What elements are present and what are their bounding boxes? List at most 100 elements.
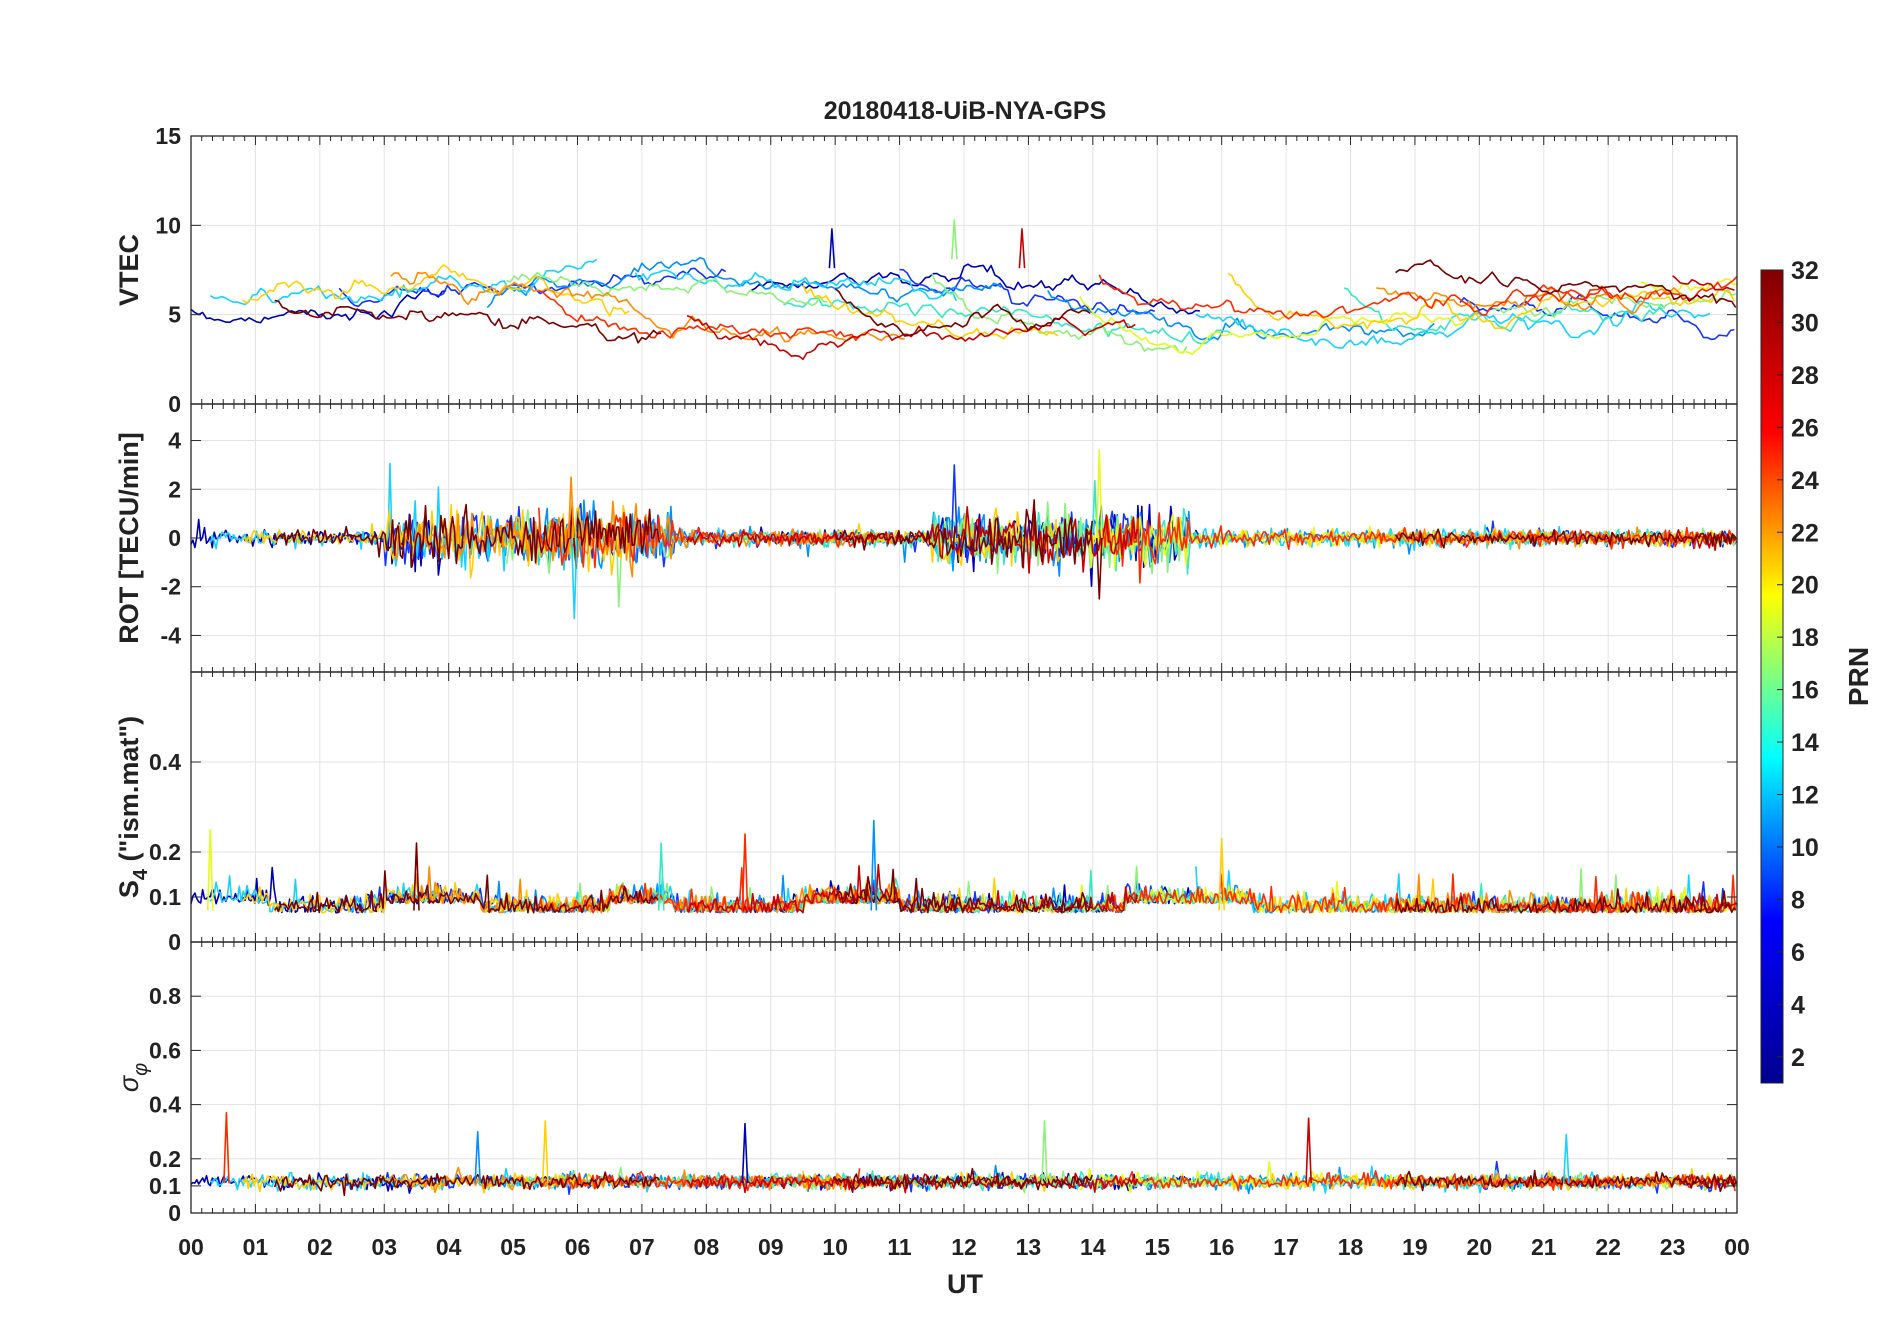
colorbar-gradient	[1760, 269, 1784, 1084]
ytick-label-rot-3: 2	[168, 476, 181, 502]
colorbar-tick-label-3: 8	[1791, 886, 1805, 914]
colorbar-tick-label-10: 22	[1791, 519, 1819, 547]
ylabel-main-s4: S	[114, 880, 144, 898]
xtick-label-0: 00	[178, 1234, 204, 1260]
colorbar-tick-label-5: 12	[1791, 782, 1819, 810]
peak-s4-1	[206, 828, 214, 911]
colorbar-tick-label-15: 32	[1791, 257, 1819, 285]
xtick-label-2: 02	[307, 1234, 333, 1260]
xtick-label-15: 15	[1144, 1234, 1170, 1260]
xtick-label-5: 05	[500, 1234, 526, 1260]
xtick-label-9: 09	[758, 1234, 784, 1260]
xtick-label-14: 14	[1080, 1234, 1106, 1260]
ytick-label-vtec-1: 5	[168, 302, 181, 328]
trace-vtec-prn-11-pass-3	[209, 258, 598, 306]
trace-vtec-prn-19-pass-1	[1079, 295, 1468, 356]
peak-s4-2	[413, 842, 420, 911]
trace-rot-prn-32-pass-2	[834, 499, 1093, 568]
ylabel-vtec: VTEC	[114, 234, 144, 306]
xtick-label-13: 13	[1016, 1234, 1042, 1260]
trace-vtec-prn-11-pass-2	[1195, 300, 1711, 349]
peak-vtec-3	[1018, 228, 1026, 269]
xtick-label-16: 16	[1209, 1234, 1235, 1260]
xtick-label-11: 11	[887, 1234, 912, 1260]
colorbar-tick-label-2: 6	[1791, 939, 1805, 967]
trace-s4-prn-27-pass-2	[538, 867, 860, 914]
ytick-label-s4-3: 0.4	[149, 749, 181, 775]
xtick-label-22: 22	[1595, 1234, 1621, 1260]
ytick-label-sigma_phi-5: 0.8	[149, 983, 181, 1009]
xtick-label-12: 12	[951, 1234, 977, 1260]
colorbar-tick-label-7: 16	[1791, 677, 1819, 705]
xtick-label-23: 23	[1660, 1234, 1686, 1260]
ytick-label-sigma_phi-1: 0.1	[149, 1173, 181, 1199]
ylabel-rest-s4: ("ism.mat")	[114, 716, 144, 869]
ylabel-sigma_phi: σφ	[114, 1063, 152, 1092]
ytick-label-s4-2: 0.2	[149, 839, 181, 865]
xtick-label-10: 10	[822, 1234, 848, 1260]
ylabel-main-sigma_phi: σ	[114, 1074, 144, 1092]
colorbar-tick-label-14: 30	[1791, 309, 1819, 337]
trace-sigma_phi-prn-27-pass-2	[538, 1168, 861, 1192]
colorbar-tick-label-11: 24	[1791, 467, 1819, 495]
xtick-label-6: 06	[565, 1234, 591, 1260]
ylabel-sub-sigma_phi: φ	[130, 1063, 152, 1076]
colorbar-label: PRN	[1843, 647, 1874, 706]
ytick-label-vtec-3: 15	[155, 123, 181, 149]
trace-vtec-prn-32-pass-1	[274, 299, 662, 344]
trace-vtec-prn-19-pass-2	[1640, 278, 1738, 293]
colorbar-tick-label-1: 4	[1791, 991, 1805, 1019]
peak-sigma_phi-5	[1041, 1120, 1048, 1184]
trace-vtec-prn-2-pass-1	[190, 286, 447, 324]
xtick-label-20: 20	[1467, 1234, 1493, 1260]
peak-vtec-2	[951, 219, 958, 260]
traces-rot	[190, 449, 1738, 620]
peak-s4-4	[741, 833, 749, 911]
xtick-label-3: 03	[371, 1234, 397, 1260]
colorbar-tick-label-13: 28	[1791, 362, 1819, 390]
trace-sigma_phi-prn-27-pass-3	[1098, 1170, 1615, 1192]
panel-vtec	[191, 135, 1737, 404]
trace-sigma_phi-prn-32-pass-2	[834, 1167, 1093, 1193]
ylabel-s4: S4 ("ism.mat")	[114, 716, 152, 898]
x-axis-label: UT	[947, 1269, 983, 1299]
xtick-label-4: 04	[436, 1234, 462, 1260]
trace-vtec-prn-27-pass-3	[1098, 274, 1614, 320]
ytick-label-sigma_phi-4: 0.6	[149, 1037, 181, 1063]
trace-rot-prn-32-pass-1	[273, 503, 661, 570]
trace-sigma_phi-prn-32-pass-1	[273, 1171, 660, 1197]
trace-vtec-prn-30-pass-1	[1672, 275, 1735, 291]
colorbar-tick-label-9: 20	[1791, 572, 1819, 600]
ytick-label-rot-2: 0	[168, 525, 181, 551]
traces-s4	[190, 819, 1738, 914]
trace-vtec-prn-27-pass-1	[1523, 275, 1738, 307]
xtick-label-24: 00	[1724, 1234, 1750, 1260]
xtick-label-19: 19	[1402, 1234, 1428, 1260]
trace-vtec-prn-16-pass-2	[1492, 288, 1736, 318]
ytick-label-vtec-0: 0	[168, 391, 181, 417]
panel-sigma_phi	[191, 942, 1737, 1213]
chart-title: 20180418-UiB-NYA-GPS	[824, 97, 1107, 125]
peak-rot-5	[1095, 537, 1103, 600]
peak-sigma_phi-7	[1562, 1133, 1570, 1184]
colorbar-tick-label-4: 10	[1791, 834, 1819, 862]
peak-s4-3	[657, 842, 665, 911]
trace-s4-prn-32-pass-2	[834, 868, 1093, 914]
trace-sigma_phi-prn-32-pass-3	[1394, 1169, 1737, 1193]
peak-rot-3	[951, 464, 958, 539]
trace-vtec-prn-8-pass-2	[1047, 290, 1435, 341]
colorbar-tick-label-0: 2	[1791, 1044, 1805, 1072]
trace-vtec-prn-32-pass-2	[834, 288, 1091, 337]
trace-s4-prn-32-pass-1	[274, 870, 660, 914]
axes-sigma_phi: 00.10.2 0.4 0.6 0.8 σφ	[114, 941, 1738, 1226]
ytick-label-rot-4: 4	[168, 428, 181, 454]
peak-sigma_phi-4	[741, 1122, 749, 1184]
peak-sigma_phi-2	[474, 1130, 481, 1184]
trace-vtec-prn-27-pass-2	[538, 289, 861, 342]
ytick-label-rot-1: -2	[161, 574, 181, 600]
ytick-label-rot-0: -4	[161, 622, 182, 648]
peak-s4-6	[1218, 837, 1225, 911]
